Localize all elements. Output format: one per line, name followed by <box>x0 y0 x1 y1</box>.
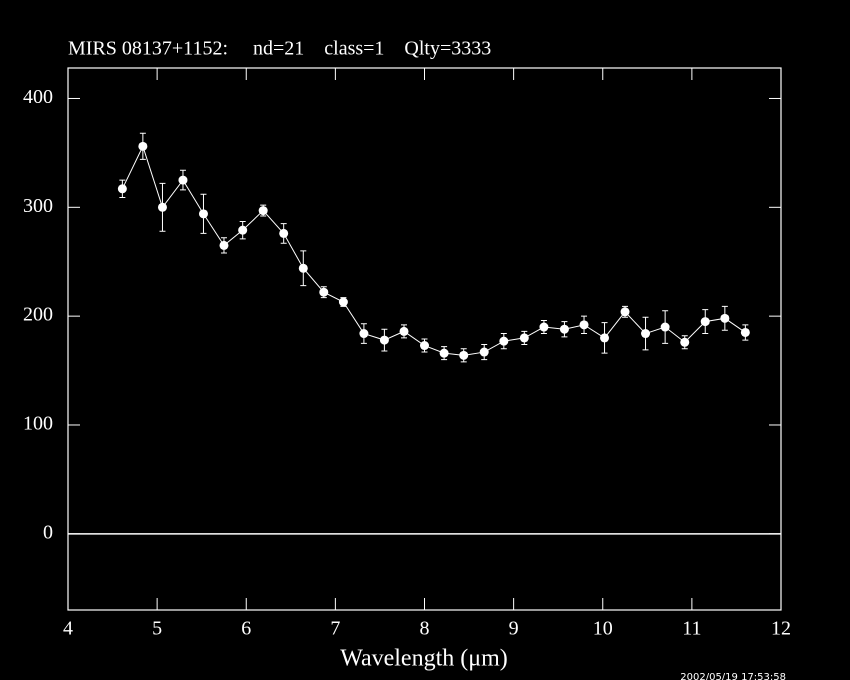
data-point <box>680 337 690 347</box>
x-tick-label: 5 <box>152 618 162 640</box>
data-point <box>298 263 308 273</box>
x-tick-label: 7 <box>330 618 340 640</box>
x-tick-label: 11 <box>682 618 701 640</box>
data-point <box>279 228 289 238</box>
data-point <box>459 350 469 360</box>
data-point <box>258 206 268 216</box>
data-point <box>238 225 248 235</box>
data-point <box>519 333 529 343</box>
data-point <box>539 322 549 332</box>
data-point <box>219 240 229 250</box>
data-point <box>338 297 348 307</box>
data-point <box>138 141 148 151</box>
data-point <box>641 329 651 339</box>
data-line <box>121 145 746 356</box>
data-point <box>319 287 329 297</box>
data-point <box>740 327 750 337</box>
timestamp: 2002/05/19 17:53:58 <box>680 672 786 680</box>
data-point <box>178 175 188 185</box>
x-tick-label: 10 <box>593 618 613 640</box>
y-tick-label: 300 <box>23 195 53 217</box>
data-point <box>720 313 730 323</box>
data-point <box>700 317 710 327</box>
data-point <box>559 324 569 334</box>
x-tick-label: 6 <box>241 618 251 640</box>
x-tick-label: 9 <box>509 618 519 640</box>
y-tick-label: 0 <box>43 521 53 543</box>
data-point <box>117 184 127 194</box>
data-point <box>479 347 489 357</box>
x-tick-label: 8 <box>420 618 430 640</box>
data-point <box>420 341 429 351</box>
data-point <box>198 209 208 219</box>
x-tick-label: 12 <box>771 618 791 640</box>
data-point <box>620 307 630 317</box>
data-point <box>157 202 167 212</box>
data-point <box>379 335 389 345</box>
data-point <box>600 333 610 343</box>
x-tick-label: 4 <box>63 618 73 640</box>
chart-title: MIRS 08137+1152: nd=21 class=1 Qlty=3333 <box>68 38 491 60</box>
data-point <box>439 348 449 358</box>
data-point <box>359 329 369 339</box>
data-point <box>499 336 509 346</box>
y-tick-label: 200 <box>23 304 53 326</box>
data-point <box>579 320 589 330</box>
y-tick-label: 400 <box>23 86 53 108</box>
data-point <box>399 326 409 336</box>
x-axis-label: Wavelength (μm) <box>340 646 508 672</box>
y-tick-label: 100 <box>23 413 53 435</box>
data-point <box>660 322 670 332</box>
